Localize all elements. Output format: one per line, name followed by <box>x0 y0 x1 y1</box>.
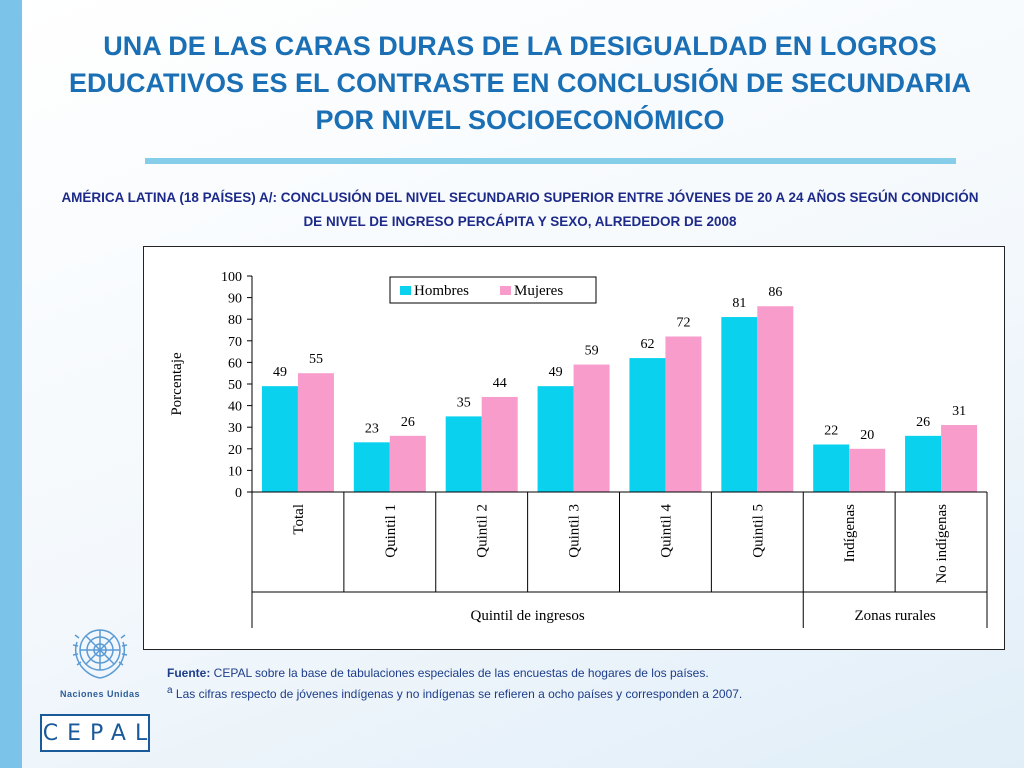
un-emblem-icon <box>72 629 128 679</box>
bar-mujeres <box>389 435 426 492</box>
legend-box <box>389 276 597 304</box>
data-label: 31 <box>952 404 966 419</box>
bar-hombres <box>261 386 298 492</box>
x-group-label: Quintil de ingresos <box>471 608 585 624</box>
bar-hombres <box>813 444 850 492</box>
bar-hombres <box>721 317 758 492</box>
legend-label: Hombres <box>414 283 469 299</box>
bar-mujeres <box>665 336 702 492</box>
bar-mujeres <box>481 396 518 492</box>
slide-title: UNA DE LAS CARAS DURAS DE LA DESIGUALDAD… <box>68 31 972 135</box>
chart-frame: 0 10 20 30 40 50 60 70 80 90 100 Porcentaje 49 23 35 49… <box>143 246 1005 650</box>
x-category-label: Quintil 5 <box>750 504 766 558</box>
x-category-label: Indígenas <box>842 504 858 562</box>
legend-label: Mujeres <box>514 283 563 299</box>
x-category-label: Quintil 2 <box>475 504 491 558</box>
data-label: 86 <box>768 285 782 300</box>
x-category-label: No indígenas <box>934 504 950 584</box>
data-label: 59 <box>585 344 599 359</box>
source-text: CEPAL sobre la base de tabulaciones espe… <box>210 666 709 680</box>
x-category-label: Total <box>291 504 307 535</box>
bar-hombres <box>445 416 482 492</box>
data-label: 49 <box>549 365 563 380</box>
data-label: 26 <box>401 415 415 430</box>
source-notes: Fuente: CEPAL sobre la base de tabulacio… <box>167 664 1007 703</box>
cepal-logo-text: CEPAL <box>42 720 157 746</box>
x-category-label: Quintil 3 <box>567 504 583 558</box>
y-tick-label: 30 <box>228 421 242 436</box>
note-text: Las cifras respecto de jóvenes indígenas… <box>172 687 743 701</box>
y-tick-label: 10 <box>228 464 242 479</box>
y-axis-title: Porcentaje <box>169 352 185 416</box>
y-tick-label: 70 <box>228 335 242 350</box>
data-label: 44 <box>493 376 507 391</box>
data-label: 81 <box>732 296 746 311</box>
title-divider <box>145 158 956 164</box>
y-tick-label: 20 <box>228 443 242 458</box>
x-category-label: Quintil 4 <box>658 504 674 558</box>
data-label: 35 <box>457 395 471 410</box>
cepal-logo: CEPAL <box>40 714 150 752</box>
source-label: Fuente: <box>167 666 211 680</box>
note-mark: a <box>167 685 173 696</box>
bar-mujeres <box>573 364 610 492</box>
y-tick-label: 40 <box>228 400 242 415</box>
data-label: 55 <box>309 352 323 367</box>
legend-swatch <box>500 286 511 295</box>
data-label: 62 <box>640 337 654 352</box>
data-label: 22 <box>824 423 838 438</box>
y-tick-label: 60 <box>228 356 242 371</box>
bar-mujeres <box>849 448 886 492</box>
note-line: a Las cifras respecto de jóvenes indígen… <box>167 682 1007 703</box>
source-line: Fuente: CEPAL sobre la base de tabulacio… <box>167 664 1007 682</box>
bar-mujeres <box>941 425 978 492</box>
un-logo: Naciones Unidas <box>50 620 150 699</box>
bar-mujeres <box>297 373 334 492</box>
bar-hombres <box>629 358 666 492</box>
bar-hombres <box>353 442 390 492</box>
y-tick-label: 90 <box>228 292 242 307</box>
bar-chart: 0 10 20 30 40 50 60 70 80 90 100 Porcentaje 49 23 35 49… <box>169 270 988 628</box>
un-logo-text: Naciones Unidas <box>59 689 141 699</box>
bar-hombres <box>537 386 574 492</box>
y-tick-label: 80 <box>228 313 242 328</box>
left-accent-bar <box>0 0 22 768</box>
data-label: 49 <box>273 365 287 380</box>
y-tick-label: 50 <box>228 378 242 393</box>
data-label: 20 <box>860 428 874 443</box>
bar-hombres <box>905 435 942 492</box>
bar-mujeres <box>757 306 794 492</box>
y-tick-label: 100 <box>221 270 242 285</box>
data-label: 23 <box>365 421 379 436</box>
x-group-label: Zonas rurales <box>855 608 936 624</box>
legend-swatch <box>400 286 411 295</box>
y-tick-label: 0 <box>235 486 242 501</box>
data-label: 72 <box>676 315 690 330</box>
x-category-label: Quintil 1 <box>383 504 399 558</box>
chart-subtitle: AMÉRICA LATINA (18 PAÍSES) A/: CONCLUSIÓ… <box>61 190 979 229</box>
data-label: 26 <box>916 415 930 430</box>
